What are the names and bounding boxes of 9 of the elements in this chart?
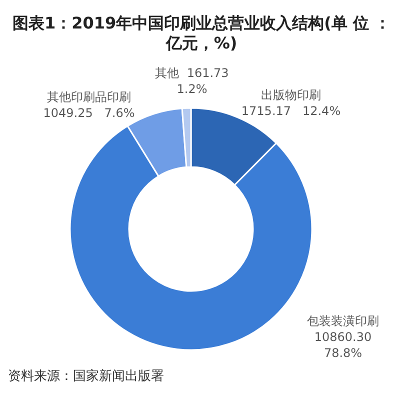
chart-title: 图表1：2019年中国印刷业总营业收入结构(单 位 ：亿元，%): [12, 14, 391, 52]
slice-label: 其他 161.73 1.2%: [155, 66, 229, 96]
data-label: 1715.17 12.4%: [241, 104, 341, 118]
data-label: 10860.30 78.8%: [314, 330, 372, 360]
slice-label: 包装装潢印刷: [307, 314, 379, 328]
slice-label: 其他印刷品印刷: [47, 90, 131, 104]
slice-label: 出版物印刷: [261, 88, 321, 102]
text: 资料来源：国家新闻出版署: [8, 368, 164, 384]
data-label: 1049.25 7.6%: [43, 106, 135, 120]
